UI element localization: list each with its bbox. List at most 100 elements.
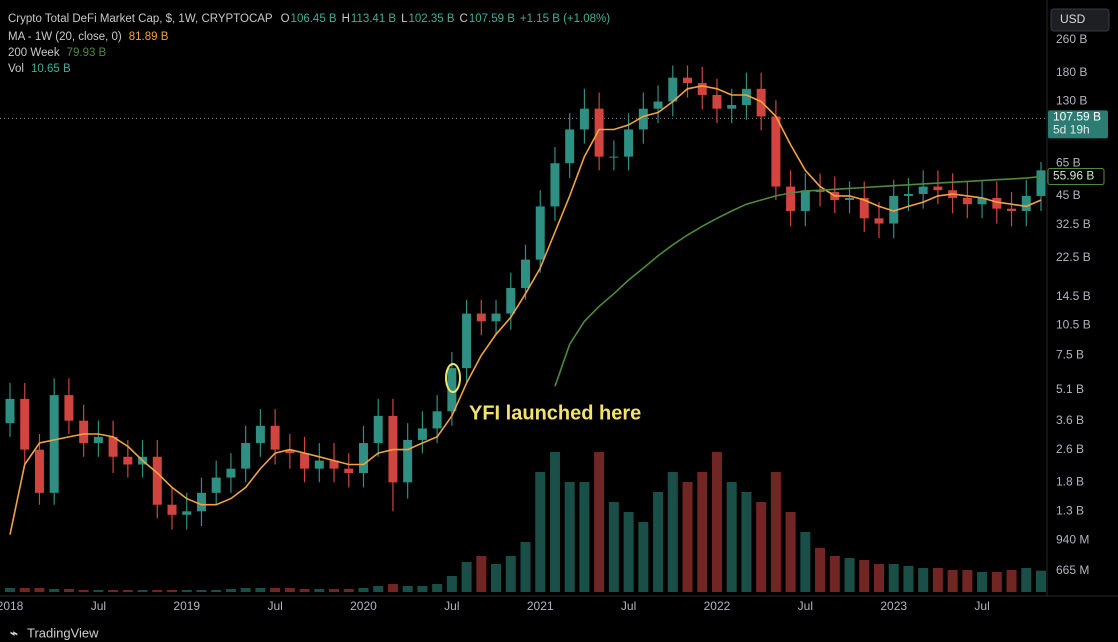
volume-bar bbox=[962, 570, 973, 592]
candle-body bbox=[800, 190, 810, 211]
ohlc-key: O bbox=[281, 13, 290, 25]
volume-bar bbox=[225, 589, 236, 592]
candle-body bbox=[889, 195, 899, 224]
volume-bar bbox=[461, 562, 472, 592]
volume-bar bbox=[653, 492, 664, 592]
candle-body bbox=[535, 206, 545, 260]
candle-body bbox=[697, 83, 707, 95]
volume-bar bbox=[446, 576, 457, 592]
currency-button[interactable]: USD bbox=[1050, 8, 1110, 32]
candle-body bbox=[226, 468, 236, 478]
volume-bar bbox=[93, 590, 104, 592]
y-tick-label: 665 M bbox=[1056, 563, 1089, 577]
candle-body bbox=[196, 492, 206, 512]
y-tick-label: 130 B bbox=[1056, 94, 1087, 108]
y-tick-label: 45 B bbox=[1056, 188, 1081, 202]
volume-bar bbox=[329, 589, 340, 592]
y-tick-label: 5.1 B bbox=[1056, 382, 1084, 396]
candle-body bbox=[727, 105, 737, 109]
candle-body bbox=[64, 395, 74, 421]
candle-body bbox=[93, 436, 103, 444]
candle-body bbox=[108, 436, 118, 457]
volume-bar bbox=[888, 564, 899, 592]
button-box[interactable] bbox=[1050, 8, 1110, 32]
legend-name: Vol bbox=[8, 63, 24, 75]
volume-bar bbox=[5, 588, 15, 592]
volume-bar bbox=[726, 482, 737, 592]
currency[interactable]: USD bbox=[1060, 12, 1086, 26]
annotation: YFI launched here bbox=[469, 402, 641, 424]
plot-area bbox=[0, 65, 1047, 592]
x-tick-label: Jul bbox=[798, 599, 813, 613]
candle-body bbox=[859, 197, 869, 219]
volume-bar bbox=[491, 564, 502, 592]
volume-bar bbox=[932, 568, 943, 592]
volume-bar bbox=[844, 558, 855, 592]
volume-bar bbox=[270, 588, 281, 592]
volume-bar bbox=[623, 512, 634, 592]
volume-bar bbox=[240, 588, 251, 592]
candle-body bbox=[579, 108, 589, 130]
volume-bar bbox=[314, 589, 325, 592]
countdown: 5d 19h bbox=[1053, 123, 1090, 137]
x-tick-label: 2022 bbox=[704, 599, 731, 613]
candle-body bbox=[594, 108, 604, 157]
volume-bar bbox=[432, 584, 443, 592]
price-tag-label: 107.59 B bbox=[1053, 110, 1101, 124]
candle-body bbox=[476, 313, 486, 322]
volume-bar bbox=[977, 572, 988, 592]
legend-value: 81.89 B bbox=[129, 31, 169, 43]
volume-bar bbox=[608, 502, 619, 592]
candle-body bbox=[786, 186, 796, 211]
volume-bar bbox=[167, 590, 178, 592]
x-tick-label: 2023 bbox=[880, 599, 907, 613]
volume-bar bbox=[829, 556, 840, 592]
x-tick-label: Jul bbox=[444, 599, 459, 613]
volume-bar bbox=[800, 532, 811, 592]
volume-bar bbox=[638, 522, 649, 592]
candle-body bbox=[638, 108, 648, 130]
candle-body bbox=[447, 368, 457, 412]
volume-bar bbox=[697, 472, 708, 592]
volume-bar bbox=[564, 482, 575, 592]
volume-bar bbox=[535, 472, 546, 592]
volume-bar bbox=[476, 556, 487, 592]
y-tick-label: 180 B bbox=[1056, 65, 1087, 79]
candle-body bbox=[565, 129, 575, 164]
candle-body bbox=[712, 94, 722, 109]
volume-bar bbox=[358, 588, 369, 592]
candle-body bbox=[992, 197, 1002, 209]
overlay-line bbox=[554, 175, 1042, 387]
y-tick-label: 14.5 B bbox=[1056, 289, 1091, 303]
volume-bar bbox=[122, 590, 133, 592]
candle-body bbox=[874, 218, 884, 224]
ohlc-value: 106.45 B bbox=[291, 13, 337, 25]
candle-body bbox=[918, 186, 928, 194]
y-tick-label: 940 M bbox=[1056, 532, 1089, 546]
volume-bar bbox=[34, 588, 45, 592]
x-tick-label: 2020 bbox=[350, 599, 377, 613]
volume-bar bbox=[1036, 570, 1046, 592]
y-tick-label: 1.3 B bbox=[1056, 503, 1084, 517]
volume-bar bbox=[682, 482, 693, 592]
candle-body bbox=[977, 197, 987, 205]
volume-bar bbox=[78, 590, 89, 592]
x-tick-label: Jul bbox=[91, 599, 106, 613]
candle-body bbox=[123, 456, 133, 465]
y-tick-label: 3.6 B bbox=[1056, 413, 1084, 427]
candle-body bbox=[300, 453, 310, 469]
candle-body bbox=[609, 156, 619, 158]
volume-bar bbox=[711, 452, 722, 592]
volume-bar bbox=[152, 590, 163, 592]
candle-body bbox=[506, 287, 516, 314]
y-tick-label: 65 B bbox=[1056, 155, 1081, 169]
volume-bar bbox=[903, 566, 914, 592]
volume-bar bbox=[196, 590, 207, 592]
candle-body bbox=[462, 313, 472, 369]
volume-bar bbox=[667, 472, 678, 592]
candle-body bbox=[314, 460, 324, 469]
volume-bar bbox=[343, 589, 354, 592]
candle-body bbox=[815, 190, 825, 193]
candle-body bbox=[741, 88, 751, 106]
